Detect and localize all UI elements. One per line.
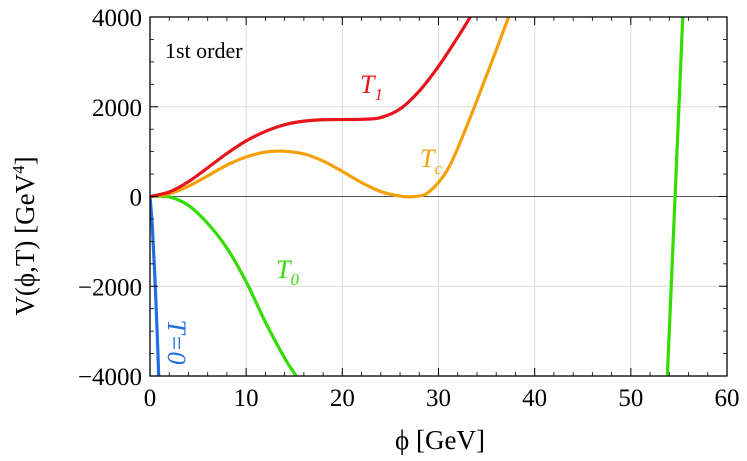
y-tick-label: 2000: [92, 95, 142, 122]
curve-labels: T=0 T0 Tc T1: [162, 70, 442, 365]
x-tick-label: 20: [330, 385, 355, 412]
series-line-tc: [150, 17, 511, 199]
series-line-t1: [150, 17, 472, 199]
curves: [150, 17, 685, 376]
curve-label-t1: T1: [360, 70, 383, 104]
x-tick-label: 30: [426, 385, 451, 412]
series-line-t0: [150, 194, 298, 376]
ticks: [149, 16, 728, 377]
x-tick-label: 10: [234, 385, 259, 412]
curve-label-tc: Tc: [420, 144, 442, 178]
x-tick-label: 40: [522, 385, 547, 412]
y-tick-label: 0: [130, 185, 143, 212]
y-tick-label: 4000: [92, 5, 142, 32]
series-line-t0-branch: [665, 17, 685, 376]
x-tick-label: 50: [618, 385, 643, 412]
curve-label-t0: T0: [276, 255, 299, 289]
x-tick-label: 60: [715, 385, 740, 412]
annotation-text: 1st order: [165, 38, 243, 63]
y-axis-label: V(ϕ,T) [GeV4]: [9, 156, 40, 315]
series-line-t-0: [150, 196, 161, 376]
x-axis-label: ϕ [GeV]: [395, 425, 485, 455]
curve-label-t-0: T=0: [162, 319, 191, 364]
x-tick-label: 0: [144, 385, 157, 412]
y-tick-label: −2000: [78, 274, 142, 301]
y-tick-label: −4000: [78, 364, 142, 391]
tick-labels: 0 10 20 30 40 50 60 −4000 −2000 0 2000 4000: [78, 5, 740, 412]
